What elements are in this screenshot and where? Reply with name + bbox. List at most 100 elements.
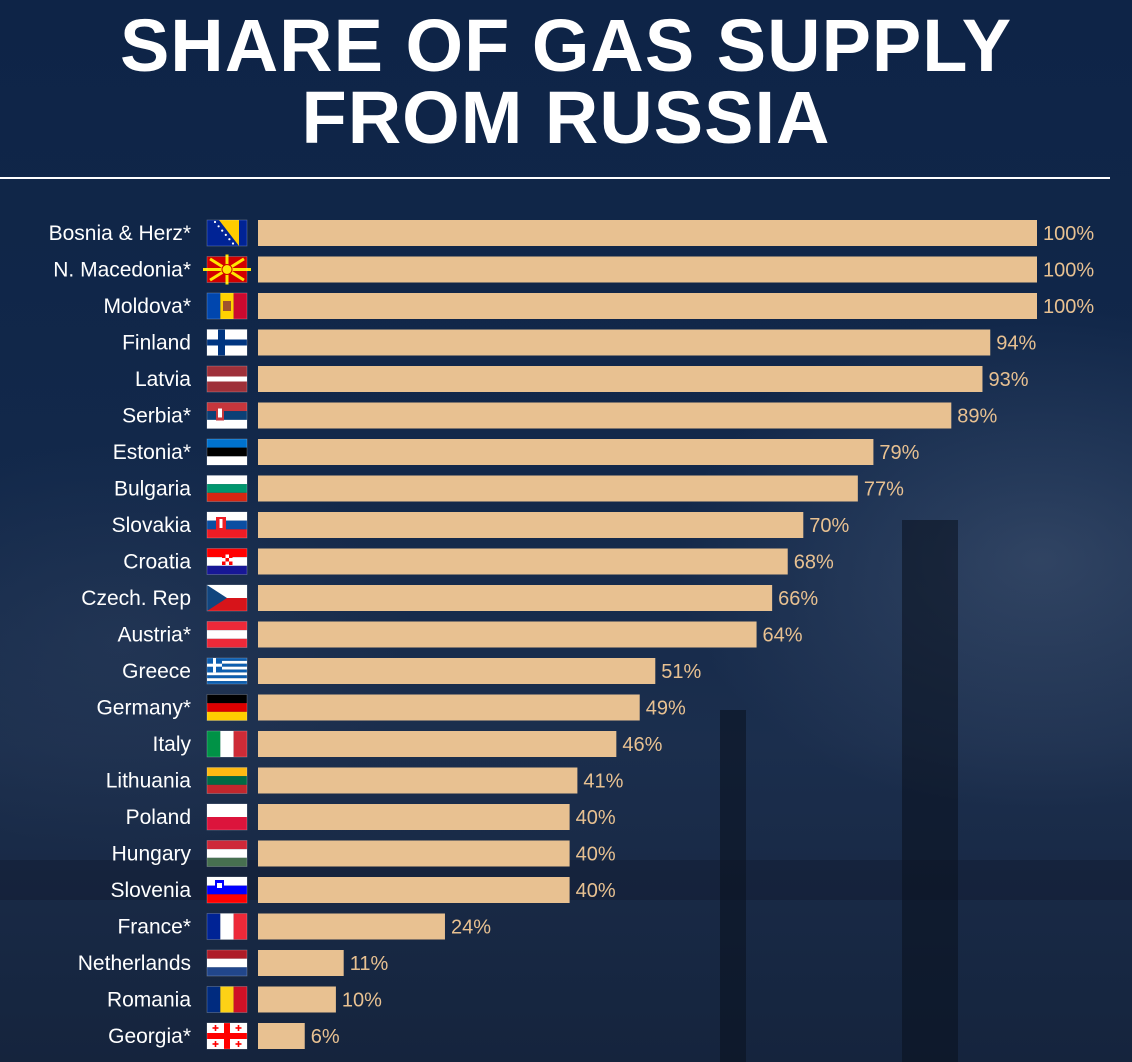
country-label: Netherlands [78,952,191,975]
bar [258,913,445,940]
value-label: 40% [576,880,616,902]
bar [258,293,1037,319]
country-label: Slovenia [110,879,191,902]
country-label: Slovakia [112,514,192,537]
value-label: 77% [864,479,904,501]
value-label: 100% [1043,223,1094,245]
value-label: 24% [451,917,491,939]
austria-flag-icon [206,621,248,648]
value-label: 79% [879,442,919,464]
page-title: SHARE OF GAS SUPPLY FROM RUSSIA [0,9,1132,155]
country-label: Bosnia & Herz* [49,222,191,245]
finland-flag-icon [206,329,248,356]
italy-flag-icon [206,730,248,758]
bar [258,512,804,538]
value-label: 40% [576,844,616,866]
bar [258,840,570,867]
value-label: 10% [342,990,382,1012]
estonia-flag-icon [206,438,248,466]
country-label: Czech. Rep [81,587,191,610]
country-label: Lithuania [106,770,192,793]
greece-flag-icon [206,657,248,685]
bar [258,475,858,502]
serbia-flag-icon [206,402,248,429]
title-divider [0,177,1110,179]
value-label: 89% [957,406,997,428]
bar [258,548,788,575]
bar [258,1023,305,1049]
bosnia-flag-icon [206,219,248,247]
croatia-flag-icon [206,548,248,575]
bar [258,220,1037,246]
bar [258,329,991,356]
bar [258,950,344,976]
value-label: 46% [622,734,662,756]
hungary-flag-icon [206,840,248,867]
country-label: Italy [152,733,191,756]
value-label: 11% [350,953,389,975]
title-line-1: SHARE OF GAS SUPPLY [119,4,1013,87]
value-label: 94% [996,333,1036,355]
value-label: 40% [576,807,616,829]
value-label: 6% [311,1026,340,1048]
country-label: Latvia [135,368,191,391]
country-label: Georgia* [108,1025,191,1048]
bar [258,439,874,465]
country-label: Estonia* [113,441,191,464]
value-label: 64% [763,625,803,647]
netherlands-flag-icon [206,949,248,977]
country-label: Finland [122,332,191,355]
value-label: 70% [809,515,849,537]
romania-flag-icon [206,986,248,1013]
poland-flag-icon [206,803,248,831]
bar [258,621,757,648]
country-label: Croatia [123,551,191,574]
pipeline-silhouette [720,710,746,1062]
slovakia-flag-icon [206,511,248,539]
north-macedonia-flag-icon [203,254,251,285]
country-label: Hungary [112,843,192,866]
country-label: Bulgaria [114,478,191,501]
bar [258,804,570,830]
value-label: 68% [794,552,834,574]
title-line-2: FROM RUSSIA [301,76,831,159]
country-label: Serbia* [122,405,191,428]
country-label: Poland [126,806,191,829]
country-label: Romania [107,989,191,1012]
bar [258,767,578,794]
value-label: 93% [988,369,1028,391]
value-label: 100% [1043,296,1094,318]
bar [258,256,1037,283]
lithuania-flag-icon [206,767,248,794]
value-label: 51% [661,661,701,683]
country-label: Germany* [96,697,191,720]
country-label: Greece [122,660,191,683]
georgia-flag-icon [206,1022,248,1050]
country-label: France* [117,916,191,939]
value-label: 41% [583,771,623,793]
bar [258,731,617,757]
value-label: 100% [1043,260,1094,282]
slovenia-flag-icon [206,876,248,904]
moldova-flag-icon [206,292,248,320]
bar [258,366,983,392]
germany-flag-icon [206,694,248,721]
country-label: Austria* [117,624,191,647]
bar [258,694,640,721]
pipeline-silhouette [902,520,958,1062]
value-label: 66% [778,588,818,610]
bar [258,585,773,611]
bulgaria-flag-icon [206,475,248,502]
bar [258,877,570,903]
country-label: N. Macedonia* [53,259,191,282]
latvia-flag-icon [206,365,248,393]
czech-flag-icon [206,584,248,612]
bar [258,402,952,429]
france-flag-icon [206,913,248,940]
bar [258,986,336,1013]
value-label: 49% [646,698,686,720]
country-label: Moldova* [103,295,191,318]
bar [258,658,656,684]
